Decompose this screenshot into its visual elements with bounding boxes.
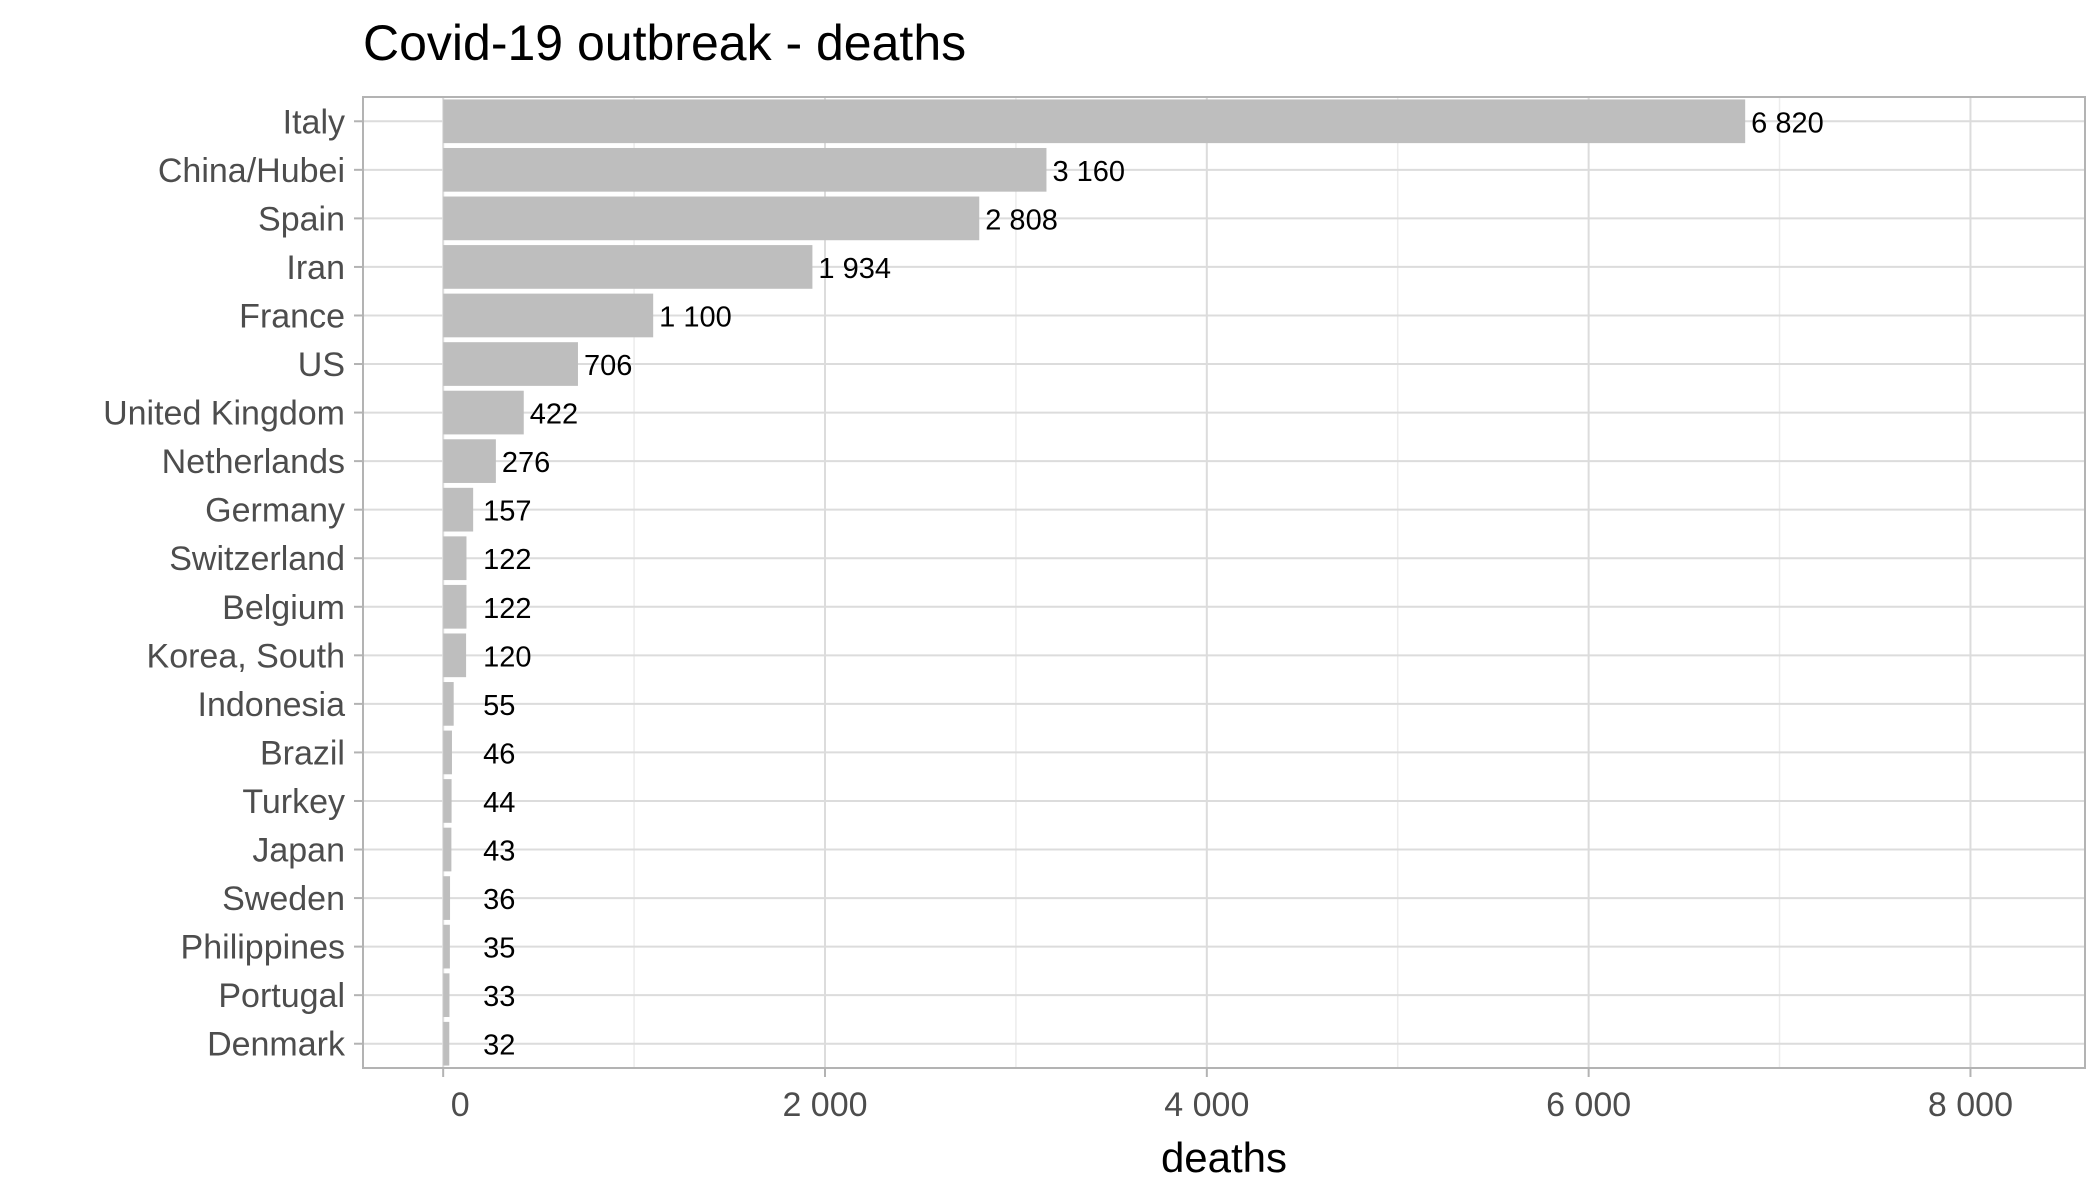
bar-2	[443, 196, 980, 241]
value-label-7: 276	[502, 447, 550, 479]
y-tick-label-0: Italy	[283, 103, 345, 141]
y-tick-label-4: France	[239, 297, 345, 335]
value-label-15: 43	[483, 836, 515, 868]
x-axis-ticks: 0 2 000 4 000 6 000 8 000	[442, 1068, 2013, 1124]
bar-18	[443, 973, 450, 1018]
value-label-17: 35	[483, 933, 515, 965]
y-tick-label-11: Korea, South	[147, 637, 345, 675]
value-label-19: 32	[483, 1030, 515, 1062]
y-tick-label-7: Netherlands	[162, 443, 345, 481]
value-label-12: 55	[483, 690, 515, 722]
bar-11	[443, 633, 467, 678]
y-tick-label-12: Indonesia	[198, 686, 346, 724]
bar-3	[443, 245, 813, 289]
y-tick-label-3: Iran	[286, 249, 345, 287]
value-label-9: 122	[483, 544, 531, 576]
value-label-4: 1 100	[659, 301, 732, 333]
y-tick-label-6: United Kingdom	[103, 395, 345, 433]
y-tick-label-10: Belgium	[222, 589, 345, 627]
bar-16	[443, 876, 451, 920]
value-label-18: 33	[483, 981, 515, 1013]
bar-19	[443, 1021, 450, 1066]
y-tick-label-5: US	[298, 346, 345, 384]
chart-title: Covid-19 outbreak - deaths	[363, 15, 966, 71]
bar-15	[443, 827, 452, 872]
bar-9	[443, 536, 467, 581]
y-axis-ticks: Italy China/Hubei Spain Iran France US United …	[103, 103, 363, 1064]
bar-12	[443, 682, 454, 726]
y-tick-label-2: Spain	[258, 200, 345, 238]
value-label-11: 120	[483, 641, 531, 673]
y-tick-label-1: China/Hubei	[158, 152, 345, 190]
y-tick-label-16: Sweden	[222, 880, 345, 918]
bar-13	[443, 730, 452, 775]
value-label-16: 36	[483, 884, 515, 916]
y-tick-label-8: Germany	[205, 492, 345, 530]
bar-14	[443, 779, 452, 823]
x-tick-label-4000: 4 000	[1164, 1086, 1249, 1124]
bar-1	[443, 147, 1047, 192]
x-tick-label-0: 0	[451, 1086, 470, 1124]
y-tick-label-9: Switzerland	[169, 540, 345, 578]
x-axis-label: deaths	[1161, 1134, 1287, 1181]
value-label-1: 3 160	[1052, 156, 1125, 188]
minor-gridlines	[633, 97, 1781, 1068]
value-label-10: 122	[483, 593, 531, 625]
value-label-3: 1 934	[818, 253, 891, 285]
x-tick-label-8000: 8 000	[1928, 1086, 2013, 1124]
y-tick-label-15: Japan	[252, 832, 345, 870]
value-label-2: 2 808	[985, 204, 1058, 236]
x-tick-label-2000: 2 000	[782, 1086, 867, 1124]
panel-border	[362, 96, 2086, 1069]
y-tick-label-13: Brazil	[260, 734, 345, 772]
value-label-8: 157	[483, 496, 531, 528]
bar-8	[443, 487, 474, 532]
value-label-14: 44	[483, 787, 515, 819]
y-tick-label-14: Turkey	[242, 783, 345, 821]
bar-4	[443, 293, 654, 338]
bar-6	[443, 390, 524, 435]
value-label-5: 706	[584, 350, 632, 382]
bar-0	[443, 99, 1746, 144]
y-tick-label-18: Portugal	[218, 977, 345, 1015]
value-label-6: 422	[530, 399, 578, 431]
y-tick-label-17: Philippines	[181, 929, 345, 967]
value-label-0: 6 820	[1751, 107, 1824, 139]
value-label-13: 46	[483, 738, 515, 770]
bars	[443, 99, 1746, 1066]
bar-10	[443, 584, 467, 629]
y-tick-label-19: Denmark	[207, 1026, 346, 1064]
x-tick-label-6000: 6 000	[1546, 1086, 1631, 1124]
bar-7	[443, 439, 496, 483]
major-gridlines	[363, 97, 2085, 1068]
bar-17	[443, 924, 450, 969]
bar-5	[443, 342, 578, 386]
